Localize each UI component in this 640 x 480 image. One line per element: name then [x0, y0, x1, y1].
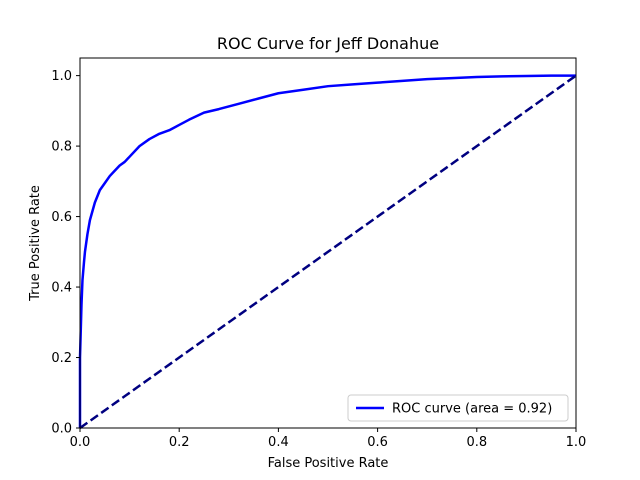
y-ticks-layer: 0.0 0.2 0.4 0.6 0.8 1.0 [51, 69, 80, 437]
x-ticks-layer: 0.0 0.2 0.4 0.6 0.8 1.0 [70, 428, 587, 450]
x-tick-label: 0.0 [70, 435, 91, 450]
y-axis-label: True Positive Rate [28, 185, 43, 302]
x-tick-label: 0.4 [268, 435, 289, 450]
roc-curve-line [78, 74, 576, 428]
y-tick-label: 1.0 [51, 69, 72, 84]
legend-label-roc: ROC curve (area = 0.92) [392, 402, 552, 417]
x-tick-label: 1.0 [566, 435, 587, 450]
chart-title: ROC Curve for Jeff Donahue [217, 34, 439, 53]
x-tick-label: 0.6 [367, 435, 388, 450]
y-tick-label: 0.4 [51, 281, 72, 296]
legend: ROC curve (area = 0.92) [347, 394, 569, 422]
y-tick-label: 0.2 [51, 351, 72, 366]
y-tick-label: 0.6 [51, 210, 72, 225]
plot-frame [79, 57, 577, 429]
y-tick-label: 0.8 [51, 140, 72, 155]
x-tick-label: 0.2 [169, 435, 190, 450]
x-tick-label: 0.8 [466, 435, 487, 450]
y-tick-label: 0.0 [51, 422, 72, 437]
curves-layer [78, 74, 577, 430]
chance-diagonal-line [79, 74, 577, 430]
legend-box [347, 394, 569, 422]
x-axis-label: False Positive Rate [268, 456, 389, 471]
